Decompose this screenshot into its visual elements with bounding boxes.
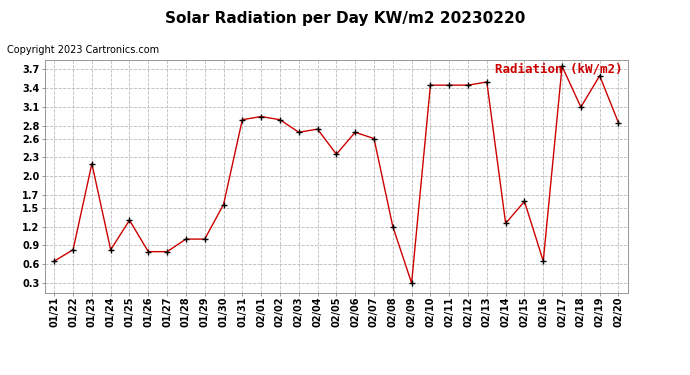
Text: Radiation (kW/m2): Radiation (kW/m2) [495,62,622,75]
Text: Solar Radiation per Day KW/m2 20230220: Solar Radiation per Day KW/m2 20230220 [165,11,525,26]
Text: Copyright 2023 Cartronics.com: Copyright 2023 Cartronics.com [7,45,159,55]
